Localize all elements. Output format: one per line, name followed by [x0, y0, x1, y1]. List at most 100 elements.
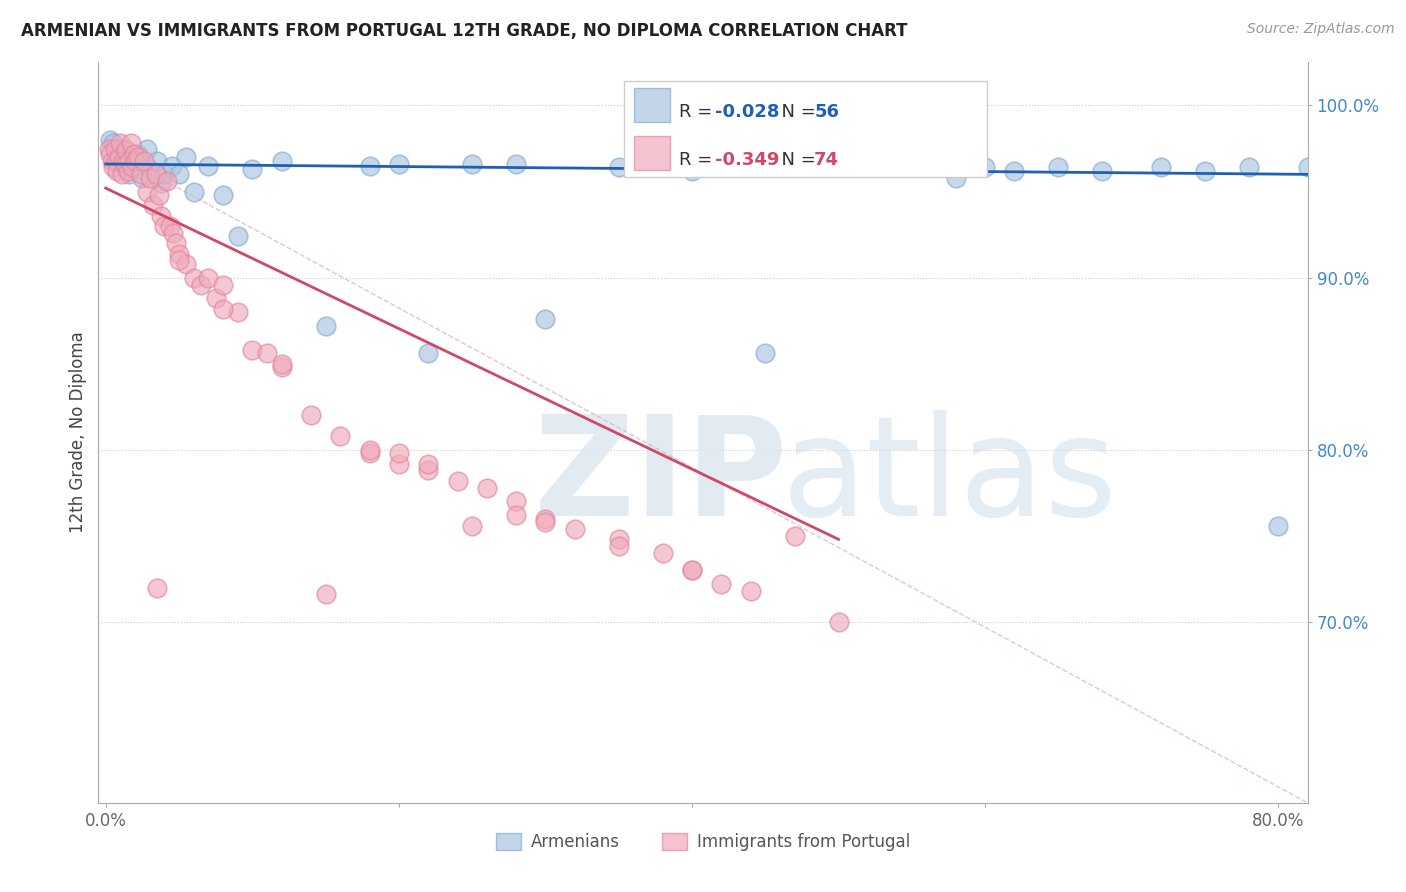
Point — [122, 146, 145, 161]
Point — [97, 142, 120, 156]
Point — [142, 198, 165, 212]
Point — [315, 587, 337, 601]
Point — [131, 170, 153, 185]
Text: R =: R = — [679, 152, 718, 169]
Point — [827, 161, 849, 175]
FancyBboxPatch shape — [624, 81, 987, 178]
Point — [1047, 161, 1070, 175]
Point — [607, 539, 630, 553]
Point — [110, 136, 132, 151]
Point — [127, 150, 149, 164]
Point — [315, 318, 337, 333]
Point — [112, 153, 135, 168]
Point — [388, 457, 411, 471]
Point — [146, 153, 169, 168]
Point — [1194, 164, 1216, 178]
Point — [112, 150, 135, 164]
Point — [1091, 164, 1114, 178]
Point — [153, 219, 176, 233]
Point — [418, 346, 440, 360]
Point — [121, 161, 143, 175]
Point — [783, 529, 806, 543]
Point — [183, 270, 205, 285]
Point — [105, 146, 128, 161]
Point — [299, 409, 322, 423]
Point — [159, 219, 181, 233]
Point — [681, 563, 703, 577]
Point — [901, 153, 924, 168]
Point — [945, 170, 967, 185]
Point — [329, 429, 352, 443]
Point — [240, 162, 263, 177]
Text: ARMENIAN VS IMMIGRANTS FROM PORTUGAL 12TH GRADE, NO DIPLOMA CORRELATION CHART: ARMENIAN VS IMMIGRANTS FROM PORTUGAL 12T… — [21, 22, 908, 40]
Point — [388, 157, 411, 171]
Point — [240, 343, 263, 357]
Point — [101, 136, 124, 151]
Point — [740, 584, 762, 599]
Point — [270, 360, 292, 375]
Point — [197, 270, 219, 285]
Point — [167, 253, 190, 268]
Point — [98, 146, 121, 161]
Point — [176, 257, 198, 271]
Point — [212, 277, 235, 292]
Point — [124, 153, 146, 168]
Point — [115, 143, 138, 157]
Text: N =: N = — [769, 152, 821, 169]
Text: Source: ZipAtlas.com: Source: ZipAtlas.com — [1247, 22, 1395, 37]
Point — [256, 346, 278, 360]
Point — [103, 142, 125, 156]
Point — [270, 357, 292, 371]
Point — [226, 305, 249, 319]
Point — [107, 150, 129, 164]
Point — [150, 209, 173, 223]
Point — [183, 185, 205, 199]
Point — [105, 153, 128, 168]
Legend: Armenians, Immigrants from Portugal: Armenians, Immigrants from Portugal — [489, 826, 917, 857]
Point — [114, 157, 136, 171]
Point — [359, 159, 381, 173]
Point — [153, 167, 176, 181]
Point — [681, 563, 703, 577]
Point — [212, 301, 235, 316]
Point — [121, 159, 143, 173]
Point — [827, 615, 849, 629]
Point — [710, 161, 733, 175]
Point — [461, 157, 484, 171]
Point — [534, 512, 557, 526]
Point — [118, 167, 141, 181]
Point — [108, 153, 131, 168]
Text: R =: R = — [679, 103, 718, 121]
Point — [129, 167, 152, 181]
Point — [505, 508, 527, 523]
Point — [446, 474, 468, 488]
Point — [190, 277, 212, 292]
Point — [120, 136, 142, 151]
Point — [799, 161, 821, 175]
Point — [1004, 164, 1026, 178]
FancyBboxPatch shape — [634, 88, 671, 121]
Point — [108, 150, 131, 164]
Point — [145, 167, 167, 181]
Point — [270, 153, 292, 168]
Text: 56: 56 — [814, 103, 839, 121]
Point — [117, 161, 139, 175]
Point — [1267, 518, 1289, 533]
Point — [138, 162, 160, 177]
Point — [167, 167, 190, 181]
Point — [226, 229, 249, 244]
Point — [461, 518, 484, 533]
Point — [165, 236, 187, 251]
Text: -0.349: -0.349 — [716, 152, 779, 169]
Point — [651, 546, 673, 560]
Point — [534, 515, 557, 529]
Text: ZIP: ZIP — [534, 409, 789, 544]
Point — [1296, 161, 1319, 175]
Point — [132, 153, 155, 168]
Point — [156, 174, 179, 188]
Point — [114, 142, 136, 156]
Text: -0.028: -0.028 — [716, 103, 779, 121]
Point — [754, 346, 776, 360]
Point — [98, 133, 121, 147]
Point — [150, 176, 173, 190]
